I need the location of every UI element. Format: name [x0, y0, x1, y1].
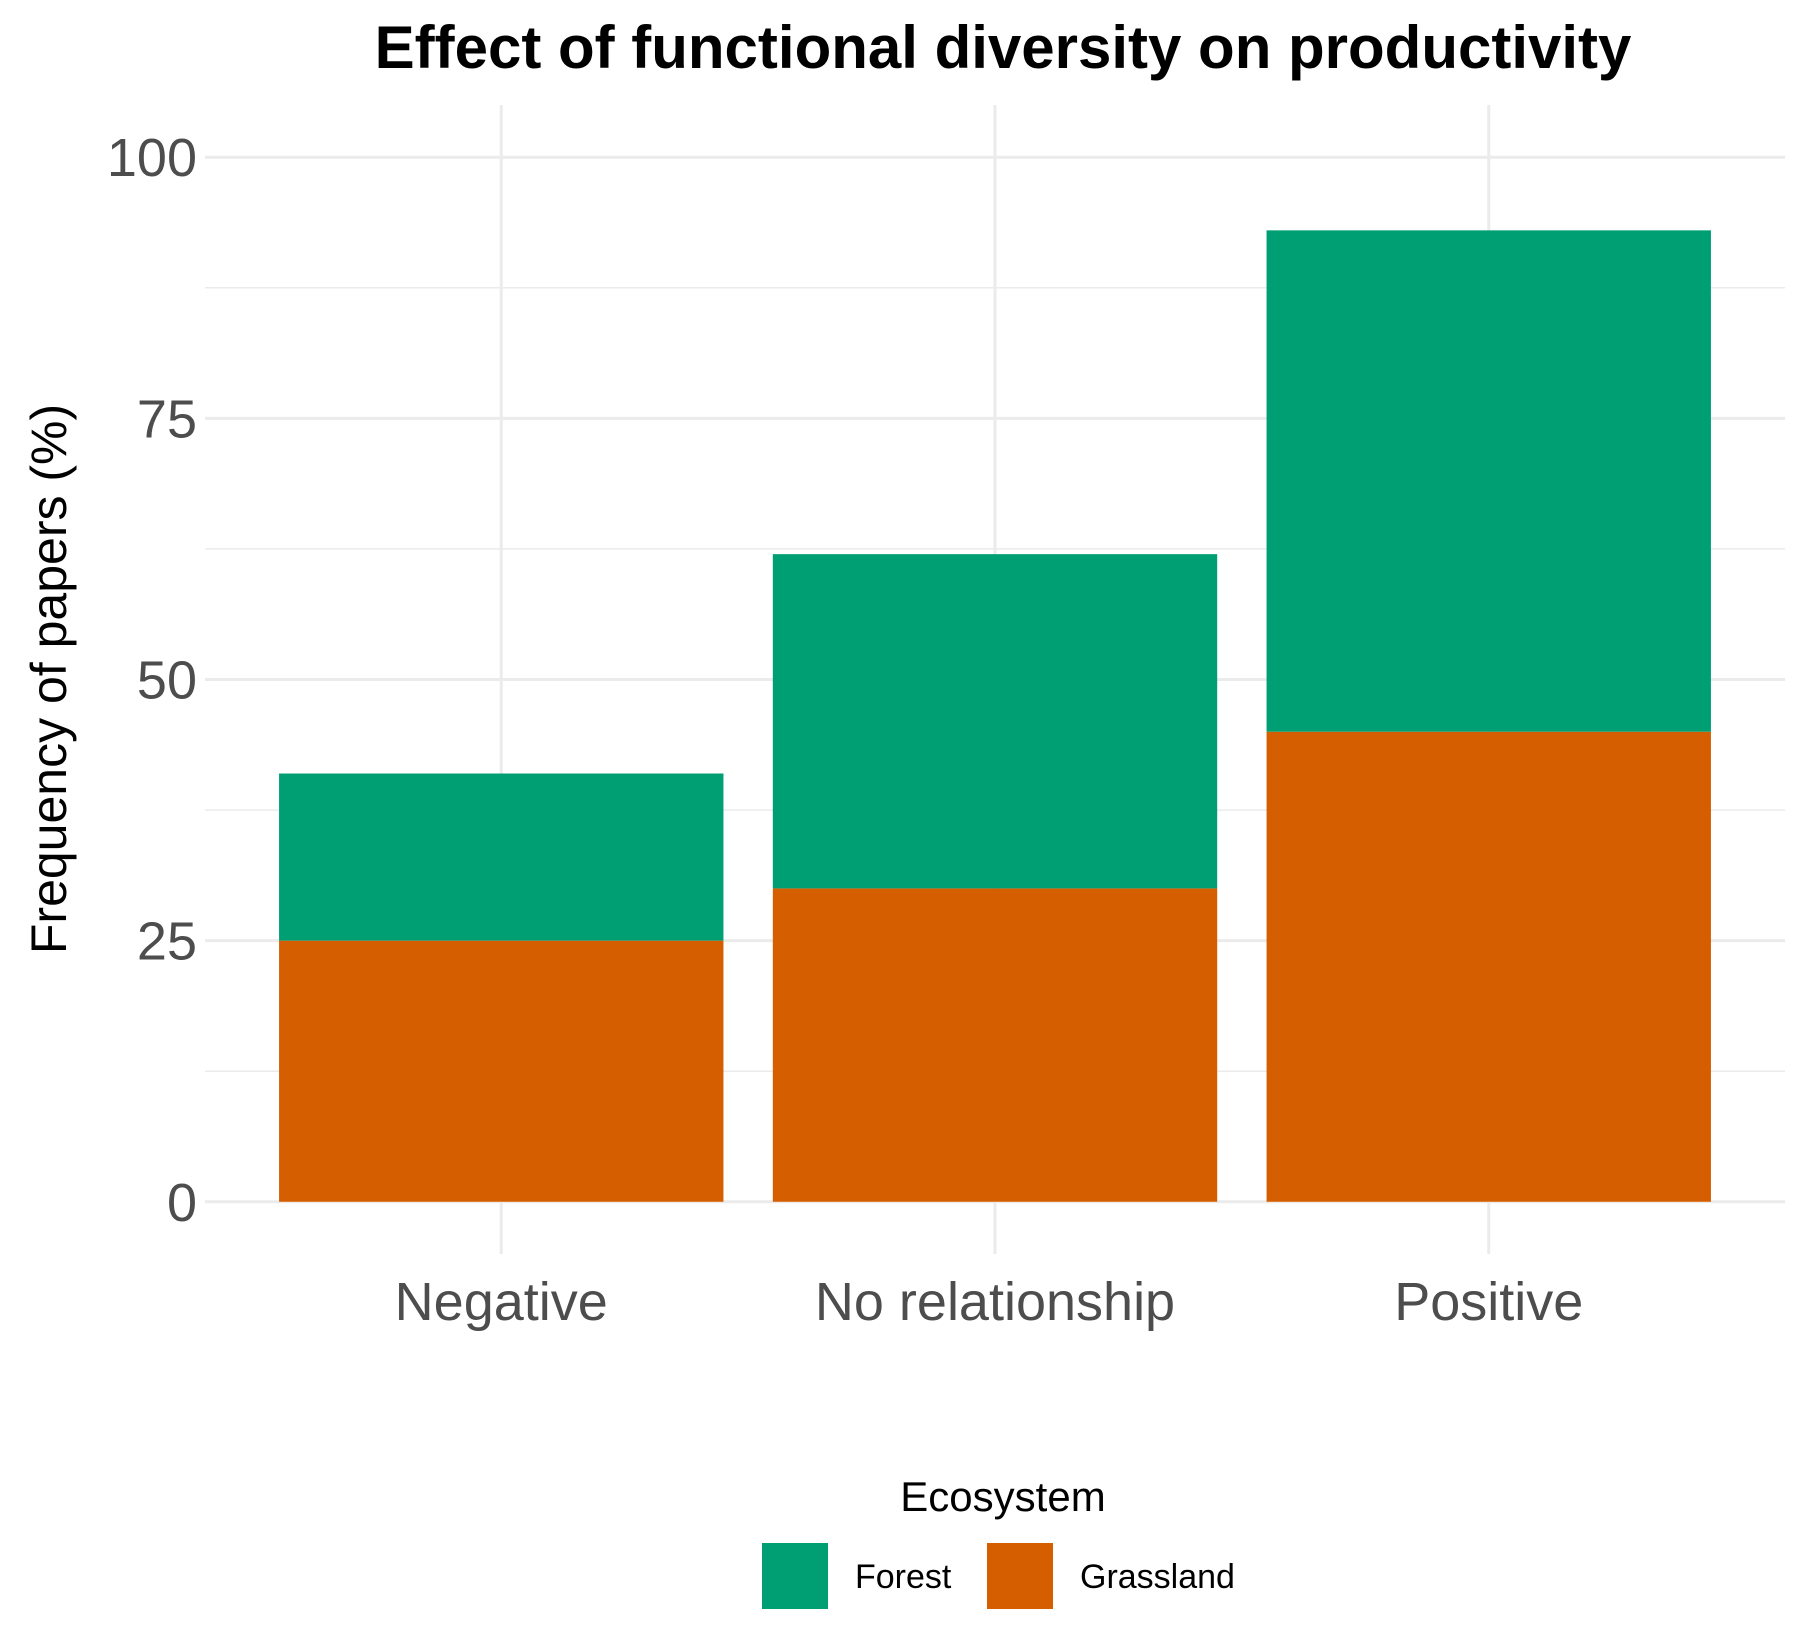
legend-title: Ecosystem — [900, 1473, 1105, 1520]
legend-label-forest: Forest — [855, 1558, 952, 1596]
y-tick-label: 50 — [137, 651, 197, 711]
bar-segment-forest — [1266, 230, 1711, 732]
bar-segment-forest — [279, 773, 724, 941]
bars — [279, 230, 1711, 1202]
legend-label-grassland: Grassland — [1080, 1558, 1235, 1596]
bar-segment-forest — [772, 554, 1218, 889]
y-axis-label: Frequency of papers (%) — [21, 404, 77, 954]
y-tick-labels: 0 25 50 75 100 — [107, 128, 197, 1233]
x-tick-label: No relationship — [815, 1272, 1175, 1332]
legend: Ecosystem Forest Grassland — [762, 1473, 1235, 1609]
x-tick-labels: Negative No relationship Positive — [395, 1272, 1584, 1332]
x-tick-label: Positive — [1394, 1272, 1583, 1332]
y-tick-label: 75 — [137, 389, 197, 449]
y-tick-label: 100 — [107, 128, 197, 188]
bar-segment-grassland — [772, 888, 1218, 1202]
bar-segment-grassland — [1266, 731, 1711, 1202]
x-tick-label: Negative — [395, 1272, 608, 1332]
y-tick-label: 25 — [137, 912, 197, 972]
legend-key-forest — [762, 1543, 828, 1609]
bar-segment-grassland — [279, 940, 724, 1202]
y-tick-label: 0 — [167, 1173, 197, 1233]
chart-title: Effect of functional diversity on produc… — [375, 14, 1632, 81]
legend-key-grassland — [987, 1543, 1053, 1609]
